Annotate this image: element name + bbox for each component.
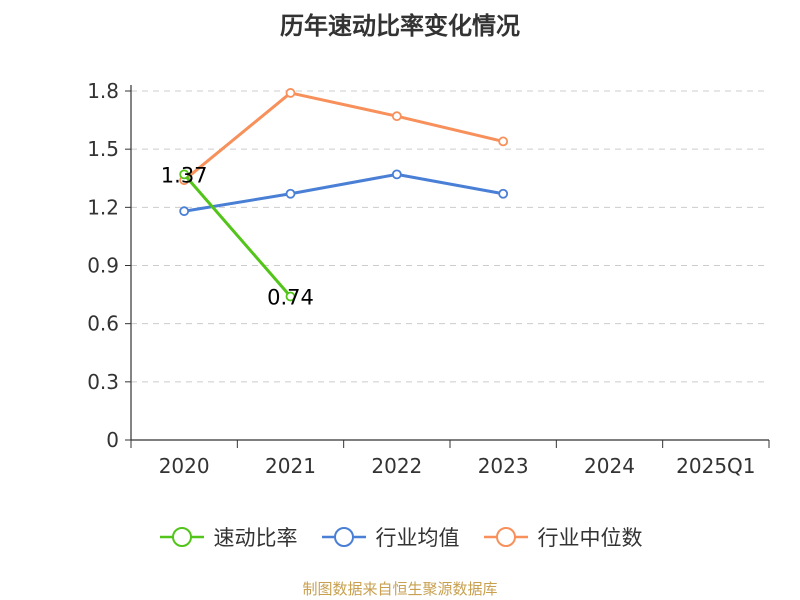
data-point — [498, 188, 509, 199]
data-label: 0.74 — [267, 286, 314, 310]
data-point — [179, 206, 190, 217]
series-line — [183, 91, 504, 182]
y-tick-label: 1.5 — [87, 137, 119, 161]
y-tick-label: 0.9 — [87, 254, 119, 278]
data-point — [391, 169, 402, 180]
legend-swatch-icon — [483, 527, 528, 547]
axes: 0 0.3 0.6 0.9 1.2 1.5 1.8 2020 2021 2022 2023 2024 2… — [87, 79, 770, 478]
data-point — [285, 188, 296, 199]
x-tick-label: 2020 — [159, 454, 210, 478]
data-point — [285, 88, 296, 98]
x-tick-label: 2021 — [265, 454, 316, 478]
legend-swatch-icon — [321, 527, 366, 547]
legend-label: 行业中位数 — [537, 526, 643, 550]
data-label: 1.37 — [161, 163, 208, 187]
y-tick-label: 1.2 — [87, 195, 119, 219]
series-line — [183, 173, 292, 298]
legend-swatch-icon — [159, 527, 204, 547]
legend-item[interactable]: 行业中位数 — [482, 522, 643, 552]
chart-title: 历年速动比率变化情况 — [280, 12, 520, 40]
y-tick-label: 1.8 — [87, 79, 119, 103]
legend-item[interactable]: 行业均值 — [320, 522, 460, 552]
y-tick-label: 0.3 — [87, 370, 119, 394]
x-tick-label: 2024 — [584, 454, 635, 478]
legend: 速动比率 行业均值 行业中位数 — [0, 520, 800, 554]
series-lines — [179, 88, 509, 302]
data-point — [179, 169, 190, 180]
legend-item[interactable]: 速动比率 — [158, 522, 298, 552]
line-chart: 0 0.3 0.6 0.9 1.2 1.5 1.8 2020 2021 2022 2023 2024 2… — [87, 79, 770, 478]
legend-label: 速动比率 — [213, 526, 298, 550]
data-labels: 1.37 0.74 — [161, 163, 314, 309]
x-tick-label: 2023 — [478, 454, 529, 478]
data-point — [391, 111, 402, 122]
legend-label: 行业均值 — [375, 526, 460, 550]
grid-lines — [131, 90, 769, 383]
y-tick-label: 0.6 — [87, 312, 119, 336]
data-point — [498, 136, 509, 147]
x-tick-label: 2025Q1 — [676, 454, 755, 478]
series-line — [183, 172, 504, 213]
y-tick-label: 0 — [106, 428, 119, 452]
source-note: 制图数据来自恒生聚源数据库 — [302, 580, 498, 598]
data-point — [285, 291, 296, 302]
x-tick-label: 2022 — [371, 454, 422, 478]
